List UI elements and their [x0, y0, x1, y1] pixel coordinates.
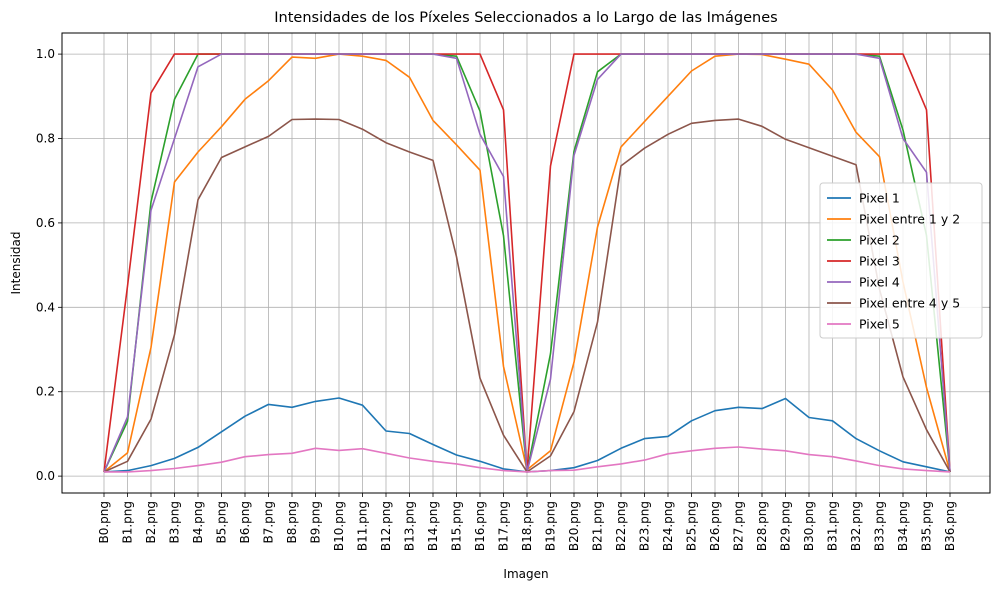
x-tick-label: B35.png: [920, 501, 934, 551]
x-tick-label: B2.png: [144, 501, 158, 544]
legend-entry-label: Pixel entre 4 y 5: [859, 296, 960, 311]
x-tick-label: B9.png: [309, 501, 323, 544]
series-lines: [103, 53, 951, 473]
y-tick-label: 0.2: [36, 385, 55, 399]
x-tick-label: B32.png: [849, 501, 863, 551]
x-tick-label: B16.png: [473, 501, 487, 551]
x-tick-label: B13.png: [403, 501, 417, 551]
x-tick-label: B31.png: [826, 501, 840, 551]
legend-entry-label: Pixel 4: [859, 275, 900, 290]
y-axis-label: Intensidad: [9, 231, 23, 294]
y-tick-label: 1.0: [36, 47, 55, 61]
x-tick-label: B8.png: [285, 501, 299, 544]
y-tick-label: 0.6: [36, 216, 55, 230]
x-tick-label: B4.png: [191, 501, 205, 544]
plot-frame: [61, 32, 991, 494]
x-tick-label: B17.png: [497, 501, 511, 551]
x-tick-label: B15.png: [450, 501, 464, 551]
legend-entry-label: Pixel entre 1 y 2: [859, 212, 960, 227]
x-tick-label: B26.png: [708, 501, 722, 551]
x-tick-label: B14.png: [426, 501, 440, 551]
x-tick-label: B36.png: [943, 501, 957, 551]
axis-ticks: B0.png B1.png B2.png B3.png B4.png B5.png B6.p…: [36, 47, 957, 551]
x-tick-label: B20.png: [567, 501, 581, 551]
x-tick-label: B10.png: [332, 501, 346, 551]
y-tick-label: 0.4: [36, 300, 55, 314]
x-tick-label: B33.png: [873, 501, 887, 551]
x-tick-label: B34.png: [896, 501, 910, 551]
y-tick-label: 0.8: [36, 132, 55, 146]
x-tick-label: B1.png: [121, 501, 135, 544]
x-tick-label: B28.png: [755, 501, 769, 551]
grid: [62, 33, 990, 493]
x-axis-label: Imagen: [503, 567, 548, 581]
x-tick-label: B7.png: [262, 501, 276, 544]
x-tick-label: B6.png: [238, 501, 252, 544]
legend-entry-label: Pixel 3: [859, 254, 900, 269]
y-tick-label: 0.0: [36, 469, 55, 483]
x-tick-label: B5.png: [215, 501, 229, 544]
legend-entry-label: Pixel 2: [859, 233, 900, 248]
x-tick-label: B25.png: [685, 501, 699, 551]
chart-title: Intensidades de los Píxeles Seleccionado…: [274, 10, 777, 26]
legend-entry-label: Pixel 1: [859, 191, 900, 206]
x-tick-label: B0.png: [97, 501, 111, 544]
x-tick-label: B19.png: [544, 501, 558, 551]
x-tick-label: B22.png: [614, 501, 628, 551]
legend-entry-label: Pixel 5: [859, 317, 900, 332]
series-line: [104, 446, 951, 473]
x-tick-label: B29.png: [779, 501, 793, 551]
x-tick-label: B30.png: [802, 501, 816, 551]
x-tick-label: B11.png: [356, 501, 370, 551]
x-tick-label: B27.png: [732, 501, 746, 551]
x-tick-label: B21.png: [591, 501, 605, 551]
legend: Pixel 1 Pixel entre 1 y 2 Pixel 2 Pixel 3 Pi…: [819, 182, 983, 339]
legend-box: [819, 182, 983, 339]
x-tick-label: B3.png: [168, 501, 182, 544]
x-tick-label: B23.png: [638, 501, 652, 551]
x-tick-label: B18.png: [520, 501, 534, 551]
x-tick-label: B24.png: [661, 501, 675, 551]
x-tick-label: B12.png: [379, 501, 393, 551]
